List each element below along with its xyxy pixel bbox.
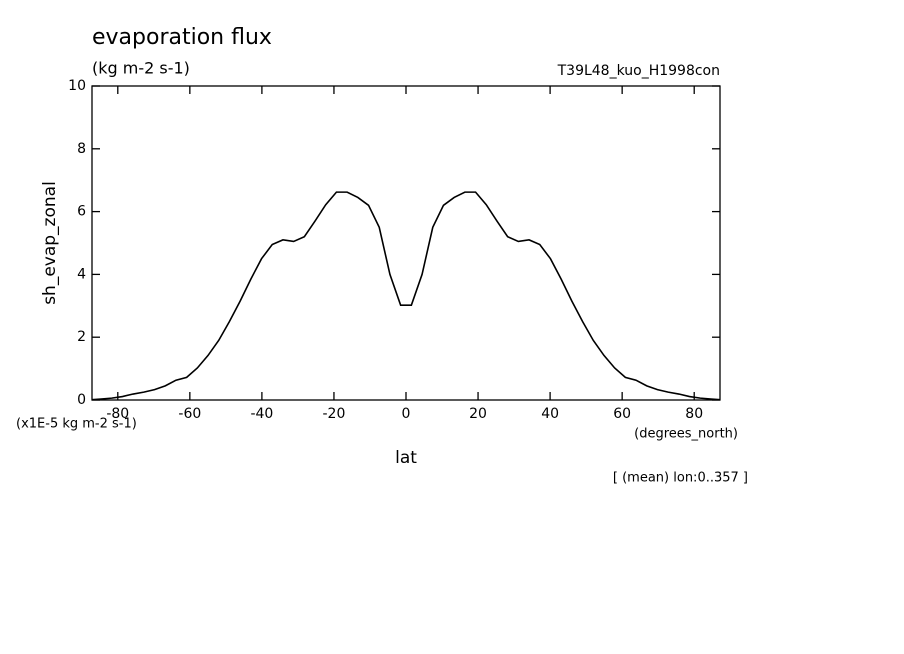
x-tick-label: 40 xyxy=(541,406,559,422)
y-tick-label: 0 xyxy=(77,392,86,408)
x-units: (degrees_north) xyxy=(634,427,738,442)
x-tick-label: -40 xyxy=(250,406,273,422)
experiment-label: T39L48_kuo_H1998con xyxy=(557,63,720,79)
note: [ (mean) lon:0..357 ] xyxy=(613,471,748,486)
x-tick-label: 80 xyxy=(685,406,703,422)
y-tick-label: 4 xyxy=(77,266,86,282)
y-units: (x1E-5 kg m-2 s-1) xyxy=(16,417,137,432)
y-tick-label: 6 xyxy=(77,204,86,220)
y-tick-label: 8 xyxy=(77,141,86,157)
x-axis-label: lat xyxy=(395,448,417,468)
x-tick-label: 0 xyxy=(402,406,411,422)
x-tick-label: -60 xyxy=(178,406,201,422)
y-tick-label: 2 xyxy=(77,329,86,345)
data-line xyxy=(91,191,721,401)
plot-frame xyxy=(91,85,721,401)
chart-subtitle: (kg m-2 s-1) xyxy=(92,59,190,78)
x-tick-label: 60 xyxy=(613,406,631,422)
x-tick-label: -80 xyxy=(106,406,129,422)
x-tick-label: -20 xyxy=(323,406,346,422)
chart-title: evaporation flux xyxy=(92,25,272,50)
y-tick-label: 10 xyxy=(68,78,86,94)
y-axis-label: sh_evap_zonal xyxy=(40,181,60,305)
x-tick-label: 20 xyxy=(469,406,487,422)
